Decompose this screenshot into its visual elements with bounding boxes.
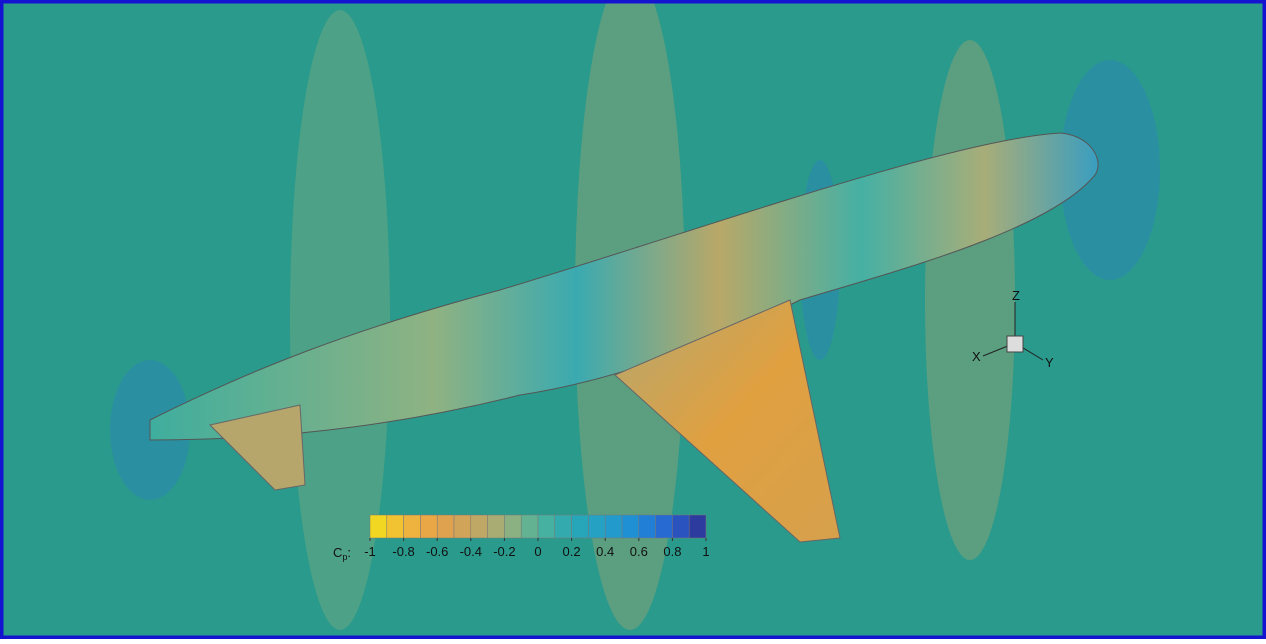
colorbar-block <box>504 515 521 538</box>
colorbar-block <box>639 515 656 538</box>
colorbar-tick-label: 0.4 <box>596 544 614 559</box>
colorbar-block <box>689 515 706 538</box>
colorbar-block <box>622 515 639 538</box>
colorbar-block <box>488 515 505 538</box>
colorbar-tick-label: 0.2 <box>563 544 581 559</box>
colorbar-tick-label: -0.2 <box>493 544 515 559</box>
colorbar-block <box>437 515 454 538</box>
colorbar-label-main: C <box>333 545 342 560</box>
colorbar-tick-label: 1 <box>702 544 709 559</box>
colorbar-tick-label: -0.8 <box>392 544 414 559</box>
x-label: X <box>972 349 981 364</box>
colorbar-tick-label: 0 <box>534 544 541 559</box>
colorbar-block <box>555 515 572 538</box>
colorbar-block <box>672 515 689 538</box>
colorbar-block <box>471 515 488 538</box>
colorbar-block <box>572 515 589 538</box>
colorbar-block <box>605 515 622 538</box>
colorbar-tick-label: 0.6 <box>630 544 648 559</box>
colorbar-label-suffix: : <box>347 545 351 560</box>
colorbar-tick-label: 0.8 <box>663 544 681 559</box>
z-label: Z <box>1012 288 1020 303</box>
y-label: Y <box>1045 355 1054 370</box>
colorbar-block <box>588 515 605 538</box>
triad-cube <box>1007 336 1023 352</box>
colorbar-block <box>387 515 404 538</box>
colorbar-tick-label: -1 <box>364 544 376 559</box>
colorbar-tick-label: -0.4 <box>460 544 482 559</box>
colorbar-block <box>521 515 538 538</box>
visualization: Z X Y Cp: -1 -0.8 -0.6 -0.4 -0.2 0 0.2 0.4 0.6 0.… <box>0 0 1266 639</box>
colorbar-block <box>656 515 673 538</box>
colorbar-block <box>404 515 421 538</box>
colorbar-tick-label: -0.6 <box>426 544 448 559</box>
colorbar-block <box>420 515 437 538</box>
colorbar-label: Cp: <box>333 545 351 562</box>
colorbar-block <box>454 515 471 538</box>
colorbar-block <box>370 515 387 538</box>
colorbar-block <box>538 515 555 538</box>
